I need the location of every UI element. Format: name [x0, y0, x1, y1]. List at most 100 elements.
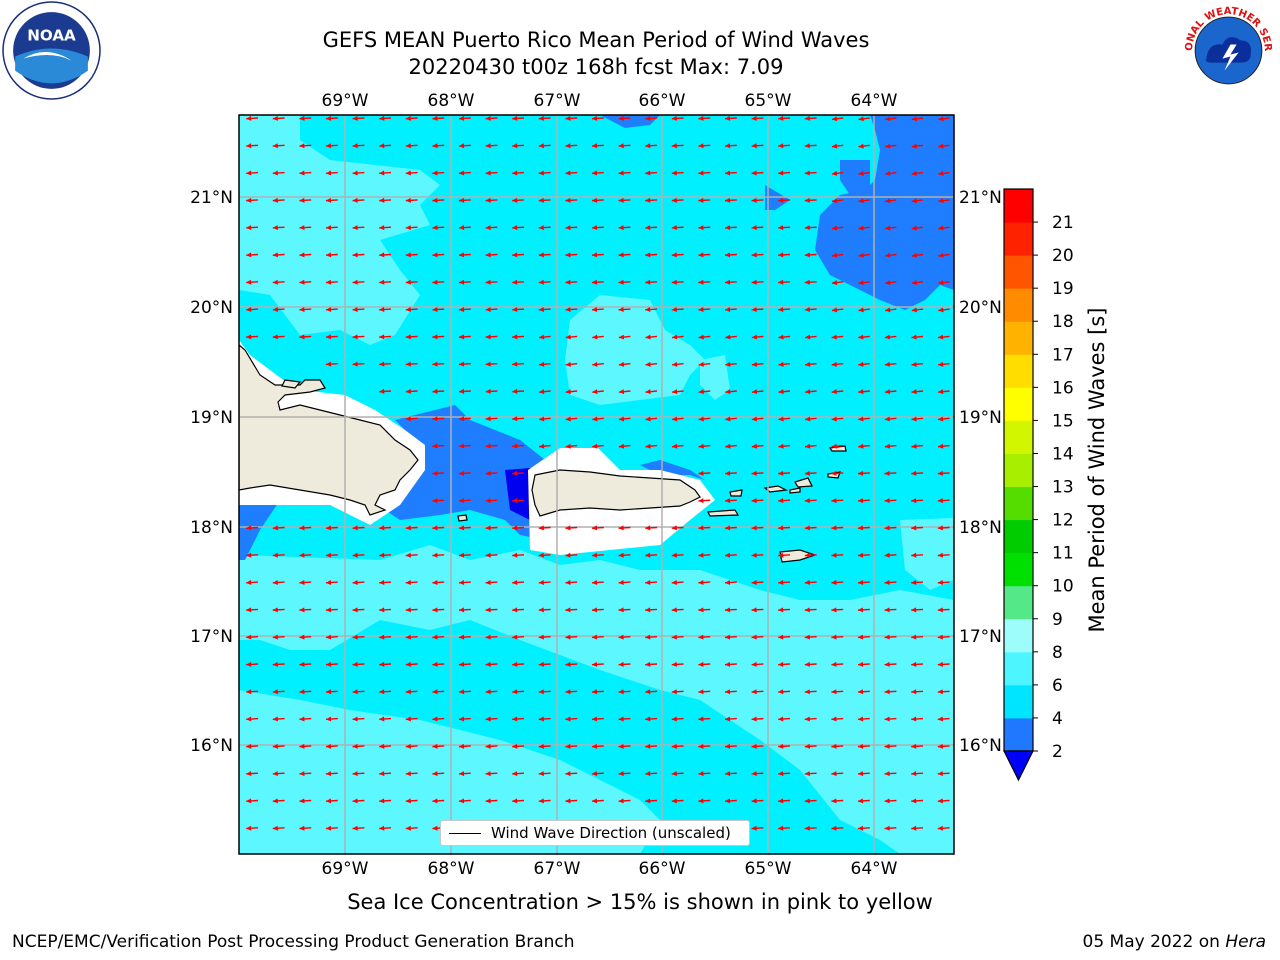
wind-arrow — [831, 361, 844, 367]
wind-arrow — [512, 416, 525, 422]
wind-arrow — [911, 252, 924, 258]
wind-arrow — [698, 443, 711, 449]
wind-arrow — [778, 525, 791, 531]
wind-arrow — [884, 771, 897, 777]
wind-arrow — [538, 661, 551, 667]
wind-arrow — [299, 716, 312, 722]
wind-arrow — [645, 225, 658, 231]
wind-arrow — [778, 416, 791, 422]
wind-arrow — [618, 334, 631, 340]
wind-arrow — [458, 661, 471, 667]
wind-arrow — [937, 798, 950, 804]
colorbar-tick-label: 16 — [1052, 378, 1074, 398]
wind-arrow — [591, 225, 604, 231]
wind-arrow — [645, 552, 658, 558]
wind-arrow — [458, 607, 471, 613]
wind-arrow — [458, 115, 471, 121]
wind-arrow — [778, 743, 791, 749]
wind-arrow — [618, 115, 631, 121]
wind-arrow — [724, 279, 737, 285]
wind-arrow — [645, 634, 658, 640]
wind-arrow — [671, 143, 684, 149]
wind-arrow — [911, 498, 924, 504]
wind-arrow — [352, 279, 365, 285]
wind-arrow — [884, 443, 897, 449]
wind-arrow — [724, 580, 737, 586]
wind-arrow — [618, 661, 631, 667]
wind-arrow — [724, 743, 737, 749]
wind-arrow — [432, 661, 445, 667]
wind-arrow — [885, 116, 897, 122]
wind-arrow — [458, 634, 471, 640]
wind-arrow — [565, 661, 578, 667]
wind-arrow — [778, 498, 791, 504]
wind-arrow — [405, 552, 418, 558]
lon-tick-label-bottom: 65°W — [745, 859, 792, 879]
lat-tick-label-right: 17°N — [959, 627, 1002, 647]
wind-arrow — [512, 307, 525, 313]
wind-arrow — [911, 416, 924, 422]
wind-arrow — [246, 334, 259, 340]
wind-arrow — [911, 607, 924, 613]
wind-arrow — [671, 552, 684, 558]
colorbar-under-extension — [1003, 750, 1034, 782]
wind-arrow — [538, 361, 551, 367]
wind-arrow — [778, 279, 791, 285]
wind-arrow — [432, 716, 445, 722]
colorbar-segment — [1004, 189, 1033, 223]
wind-arrow — [352, 361, 365, 367]
colorbar-tick-label: 2 — [1052, 742, 1063, 762]
wind-arrow — [591, 580, 604, 586]
wind-arrow — [432, 197, 445, 203]
wind-arrow — [405, 825, 418, 831]
wind-arrow — [299, 661, 312, 667]
wind-arrow — [591, 607, 604, 613]
wind-arrow — [246, 771, 259, 777]
wind-arrow — [405, 416, 418, 422]
wind-arrow — [671, 443, 684, 449]
wind-arrow — [885, 143, 897, 149]
wind-arrow — [804, 552, 817, 558]
wind-arrow — [671, 798, 684, 804]
wind-arrow — [911, 716, 924, 722]
wind-arrow — [458, 279, 471, 285]
wind-arrow — [698, 661, 711, 667]
wind-arrow — [778, 798, 791, 804]
wind-arrow — [937, 525, 950, 531]
wind-arrow — [884, 689, 897, 695]
wind-arrow — [884, 743, 897, 749]
wind-arrow — [778, 825, 791, 831]
wind-arrow — [432, 170, 445, 176]
wind-arrow — [512, 470, 525, 476]
wind-arrow — [724, 498, 737, 504]
wind-arrow — [698, 716, 711, 722]
wind-arrow — [432, 279, 445, 285]
wind-arrow — [725, 389, 737, 395]
wind-arrow — [565, 798, 578, 804]
wind-arrow — [937, 634, 950, 640]
wind-arrow — [538, 197, 551, 203]
lat-tick-label-right: 18°N — [959, 518, 1002, 538]
wind-arrow — [591, 689, 604, 695]
wind-arrow — [272, 798, 285, 804]
wind-arrow — [671, 743, 684, 749]
wind-arrow — [592, 334, 604, 340]
lat-tick-label-left: 17°N — [190, 627, 233, 647]
wind-arrow — [858, 225, 870, 231]
colorbar-tick-label: 20 — [1052, 246, 1074, 266]
chart-title: GEFS MEAN Puerto Rico Mean Period of Win… — [322, 28, 870, 52]
noaa-logo: NOAA — [2, 1, 101, 100]
wind-arrow — [618, 552, 631, 558]
wind-arrow — [884, 607, 897, 613]
wind-arrow — [538, 170, 551, 176]
chart-subtitle-forecast: 20220430 t00z 168h fcst Max: 7.09 — [408, 55, 784, 79]
wind-arrow — [751, 170, 764, 176]
colorbar-tick-label: 4 — [1052, 709, 1063, 729]
wind-arrow — [804, 743, 817, 749]
wind-arrow — [618, 389, 631, 395]
wind-arrow — [778, 470, 791, 476]
wind-arrow — [884, 334, 897, 340]
wind-arrow — [645, 661, 658, 667]
wind-arrow — [458, 143, 471, 149]
wind-arrow — [645, 170, 658, 176]
